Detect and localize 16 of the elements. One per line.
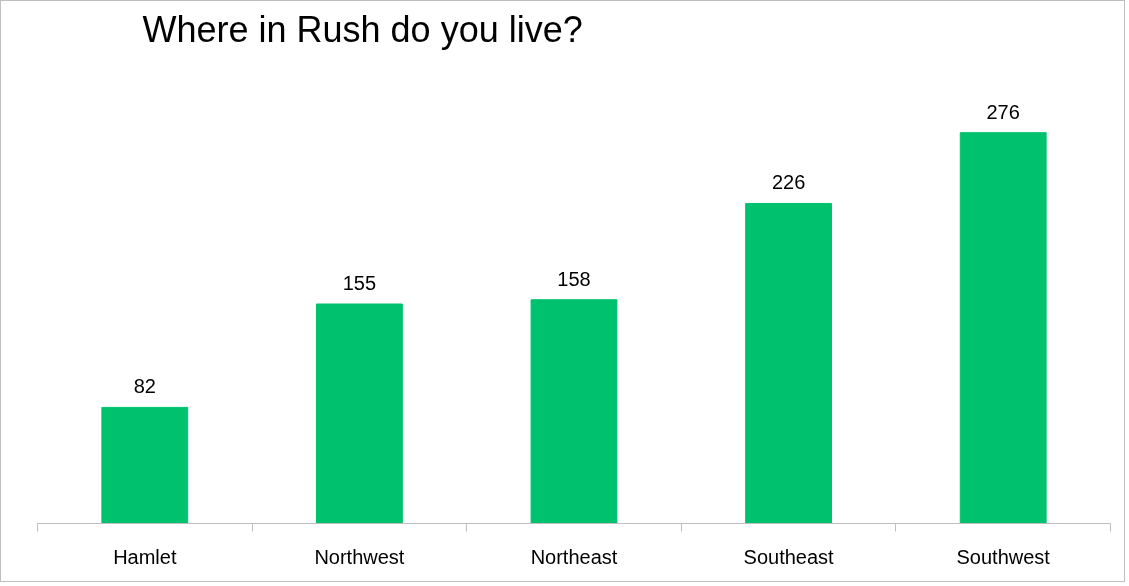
x-tick-label: Southwest <box>956 545 1051 568</box>
x-tick-label: Hamlet <box>113 545 177 568</box>
data-label: 82 <box>133 375 156 398</box>
data-label: 226 <box>771 171 806 194</box>
data-label: 158 <box>557 267 591 290</box>
x-tick-label: Northwest <box>314 545 405 568</box>
bar <box>101 406 189 524</box>
bar <box>959 132 1047 524</box>
bar <box>315 303 403 524</box>
bar <box>530 299 618 524</box>
data-label: 155 <box>342 272 377 295</box>
data-label: 276 <box>986 100 1020 123</box>
x-tick-label: Northeast <box>530 545 618 568</box>
x-tick-label: Southeast <box>743 545 835 568</box>
bar <box>745 202 833 524</box>
chart-title: Where in Rush do you live? <box>142 8 583 50</box>
